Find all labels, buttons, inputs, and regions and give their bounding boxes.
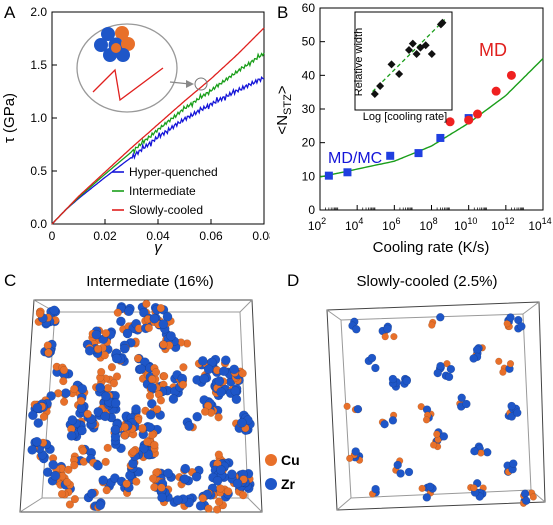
- relative-width-inset: Relative width Log [cooling rate]: [353, 11, 453, 123]
- series-lines-a: [51, 27, 265, 225]
- y-tick-label-a: 0.0: [30, 217, 47, 231]
- series-line-slowly-cooled: [51, 27, 265, 225]
- y-tick-label-b: 50: [302, 35, 316, 49]
- nstz-vs-cooling-chart: B 102 104 106 108 1010 1012 10140102030405060 …: [274, 1, 552, 256]
- inset-point: [421, 41, 430, 50]
- fit-curve-b: [319, 58, 544, 178]
- inset-point: [376, 82, 385, 90]
- panel-b: B 102 104 106 108 1010 1012 1014 0 10 20 30 40 50 60 …: [274, 0, 553, 256]
- mdmc-point: [436, 133, 445, 142]
- stress-strain-chart: A 0 0.02 0.04 0.06 0.08 0.0 0.5 1.0 1.5 2.0 Hyper…: [1, 3, 276, 256]
- legend-a: Hyper-quenched Intermediate Slowly-cooled: [112, 165, 218, 217]
- inset-content: [370, 18, 447, 98]
- inset-point: [412, 50, 421, 58]
- mdmc-point: [324, 171, 333, 180]
- inset-point: [395, 70, 404, 78]
- x-tick-label-b: 104: [345, 216, 363, 233]
- cu-legend-swatch: [265, 454, 277, 466]
- atom-snapshot-intermediate: C Intermediate (16%): [4, 271, 263, 514]
- x-axis-label-a: γ: [154, 239, 163, 255]
- series-line-intermediate: [51, 52, 265, 225]
- x-tick-label-a: 0.06: [199, 229, 223, 243]
- inset-y-label: Relative width: [353, 28, 365, 96]
- y-axis-label-a: τ (GPa): [1, 93, 18, 143]
- x-tick-label-b: 1012: [491, 216, 514, 233]
- y-axis-label-b: <NSTZ>: [274, 85, 294, 134]
- mdmc-point: [414, 149, 423, 158]
- inset-fit-line: [372, 19, 446, 93]
- panel-title-d: Slowly-cooled (2.5%): [357, 273, 498, 290]
- y-tick-label-b: 30: [302, 102, 316, 116]
- panel-d: D Slowly-cooled (2.5%): [277, 262, 553, 520]
- atom-cluster-icon: [94, 26, 135, 62]
- panel-letter-b: B: [277, 3, 288, 22]
- x-tick-label-b: 102: [308, 216, 326, 233]
- legend-label-a: Slowly-cooled: [129, 203, 203, 217]
- mdmc-annotation: MD/MC: [328, 150, 382, 167]
- inset-point: [438, 18, 447, 27]
- zr-legend-label: Zr: [281, 476, 296, 492]
- inset-point: [405, 46, 413, 54]
- y-tick-label-a: 1.5: [30, 58, 47, 72]
- axis-ticks-b: 102 104 106 108 1010 1012 1014 0 10 20 30 40 50 60: [302, 1, 552, 233]
- y-tick-label-b: 40: [302, 68, 316, 82]
- md-point: [491, 86, 501, 96]
- md-point: [473, 109, 483, 119]
- zoom-target-circle: [194, 77, 208, 91]
- md-annotation: MD: [479, 40, 507, 60]
- panel-letter-a: A: [4, 3, 16, 22]
- x-tick-label-b: 1010: [454, 216, 477, 233]
- zr-legend-swatch: [265, 478, 277, 490]
- mdmc-point: [343, 168, 352, 177]
- y-tick-label-b: 10: [302, 169, 316, 183]
- x-axis-label-b: Cooling rate (K/s): [373, 239, 490, 255]
- x-tick-label-b: 106: [382, 216, 400, 233]
- series-line-hyper-quenched: [51, 75, 265, 225]
- md-point: [506, 70, 516, 80]
- panel-a: A 0 0.02 0.04 0.06 0.08 0.0 0.5 1.0 1.5 2.0 Hyper…: [0, 0, 276, 256]
- x-tick-label-b: 1014: [528, 216, 551, 233]
- x-tick-label-a: 0.08: [252, 229, 270, 243]
- panel-c: C Intermediate (16%): [0, 262, 276, 520]
- y-tick-label-a: 0.5: [30, 164, 47, 178]
- cu-legend-label: Cu: [281, 452, 300, 468]
- legend-label-a: Hyper-quenched: [129, 165, 218, 179]
- y-tick-label-a: 2.0: [30, 5, 47, 19]
- y-tick-label-b: 0: [308, 203, 315, 217]
- x-tick-label-a: 0: [49, 229, 56, 243]
- inset-point: [370, 90, 379, 98]
- x-tick-label-b: 108: [419, 216, 437, 233]
- x-tick-label-a: 0.02: [93, 229, 117, 243]
- inset-point: [387, 60, 396, 69]
- atom-legend: Cu Zr: [265, 452, 300, 492]
- inset-point: [427, 50, 436, 58]
- y-tick-label-b: 20: [302, 136, 316, 150]
- inset-point: [408, 39, 417, 48]
- atoms-d: [343, 313, 537, 507]
- y-tick-label-a: 1.0: [30, 111, 47, 125]
- stress-drop-sketch: [92, 67, 164, 102]
- svg-text:<NSTZ>: <NSTZ>: [275, 85, 294, 134]
- atoms-c: [27, 299, 255, 514]
- legend-label-a: Intermediate: [129, 184, 196, 198]
- y-tick-label-b: 60: [302, 1, 316, 15]
- zoom-inset-a: [76, 23, 208, 113]
- x-tick-label-a: 0.04: [146, 229, 170, 243]
- atom-snapshot-slowly-cooled: D Slowly-cooled (2.5%): [287, 271, 546, 511]
- fit-line: [319, 58, 544, 178]
- panel-letter-d: D: [287, 271, 299, 290]
- inset-x-label: Log [cooling rate]: [363, 111, 447, 123]
- md-point: [464, 115, 474, 125]
- mdmc-point: [386, 151, 395, 160]
- data-points-b: [324, 70, 516, 180]
- simulation-box-c: [19, 299, 263, 513]
- panel-title-c: Intermediate (16%): [86, 273, 214, 290]
- panel-letter-c: C: [4, 271, 16, 290]
- md-point: [445, 117, 455, 127]
